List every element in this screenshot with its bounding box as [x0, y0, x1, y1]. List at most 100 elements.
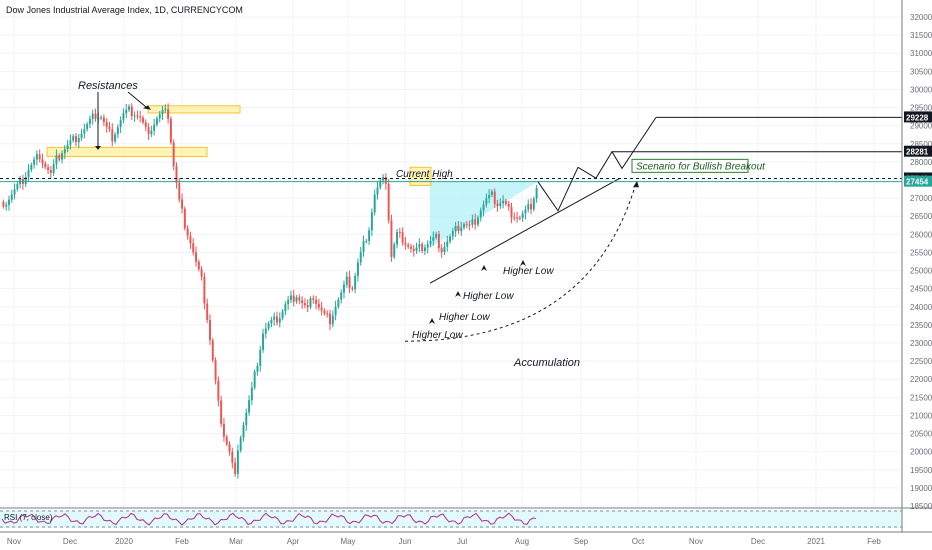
candle-body — [147, 127, 150, 135]
candle-body — [267, 323, 270, 329]
candle-body — [320, 307, 323, 311]
candle-body — [284, 304, 287, 312]
candle-body — [351, 288, 354, 290]
candle-body — [398, 231, 401, 233]
candle-body — [195, 252, 197, 262]
candle-body — [111, 128, 114, 142]
candle-body — [301, 300, 304, 304]
time-tick-label: Sep — [574, 537, 589, 546]
candle-body — [521, 213, 524, 219]
candle-body — [189, 235, 192, 244]
candle-body — [421, 244, 424, 251]
candle-body — [69, 140, 72, 145]
candle-body — [167, 109, 170, 119]
price-tick-label: 30000 — [910, 85, 932, 94]
price-tick-label: 21000 — [910, 411, 932, 420]
candle-body — [437, 233, 440, 249]
candle-body — [423, 247, 426, 251]
candle-body — [228, 444, 231, 452]
candle-body — [239, 437, 242, 451]
candle-body — [412, 248, 415, 251]
price-tick-label: 24000 — [910, 303, 932, 312]
candle-body — [435, 233, 438, 238]
candle-body — [13, 189, 16, 195]
label-higher-low: Higher Low — [412, 330, 463, 341]
candle-body — [209, 320, 211, 341]
candle-body — [245, 412, 248, 426]
candle-body — [8, 199, 10, 205]
time-tick-label: May — [340, 537, 355, 546]
candle-body — [169, 118, 172, 143]
candle-body — [407, 244, 410, 247]
price-tick-label: 28500 — [910, 140, 932, 149]
candle-body — [178, 182, 181, 200]
candle-body — [27, 169, 30, 177]
candle-body — [203, 276, 206, 304]
price-tag — [904, 111, 932, 123]
time-tick-label: 2020 — [115, 537, 133, 546]
price-tick-label: 23000 — [910, 339, 932, 348]
candle-body — [105, 122, 108, 127]
candle-body — [446, 241, 449, 247]
label-current-high: Current High — [396, 169, 453, 180]
candle-body — [463, 224, 465, 228]
time-tick-label: Aug — [515, 537, 529, 546]
candle-body — [133, 115, 136, 117]
candle-body — [518, 217, 521, 219]
candle-body — [172, 142, 175, 167]
accumulation-curve-arrow — [404, 182, 637, 342]
candle-body — [242, 425, 245, 438]
candle-body — [72, 136, 75, 141]
candle-body — [368, 230, 371, 241]
candle-body — [496, 203, 499, 206]
price-tick-label: 27000 — [910, 194, 932, 203]
candle-body — [150, 130, 153, 135]
candle-body — [384, 177, 387, 184]
candle-body — [292, 295, 295, 302]
candle-body — [10, 194, 13, 200]
candle-body — [102, 117, 105, 123]
time-axis[interactable]: Nov Dec 2020 Feb Mar Apr May Jun Jul Aug Sep Oct Nov… — [0, 531, 932, 546]
candle-body — [482, 204, 485, 211]
candle-body — [236, 450, 239, 474]
candle-body — [432, 237, 435, 241]
candle-body — [348, 276, 351, 289]
candle-body — [312, 298, 315, 300]
label-higher-low: Higher Low — [503, 266, 554, 277]
candle-body — [66, 144, 69, 150]
price-tick-label: 19500 — [910, 466, 932, 475]
candle-body — [513, 217, 516, 219]
candle-body — [340, 292, 343, 300]
scenario-box — [631, 158, 749, 173]
candle-body — [100, 117, 103, 119]
candle-body — [24, 176, 27, 184]
price-tag-label: 29228 — [906, 113, 929, 122]
candle-body — [80, 133, 83, 138]
price-tick-label: 25500 — [910, 248, 932, 257]
candle-body — [504, 200, 507, 204]
time-tick-label: Jun — [399, 537, 412, 546]
candle-body — [329, 313, 331, 325]
candle-body — [264, 328, 267, 334]
rising-trendline — [429, 177, 621, 284]
time-tick-label: Nov — [689, 537, 703, 546]
label-higher-low: Higher Low — [463, 291, 514, 302]
candle-body — [289, 295, 292, 300]
candle-body — [396, 231, 398, 245]
candle-body — [323, 310, 326, 314]
candle-body — [387, 183, 390, 221]
candle-body — [2, 201, 5, 207]
price-tick-label: 23500 — [910, 321, 932, 330]
candle-body — [477, 217, 479, 225]
price-axis[interactable]: 18500 19000 19500 20000 20500 21000 21500 22000… — [901, 0, 932, 532]
candle-body — [88, 118, 91, 125]
candle-body — [30, 164, 33, 170]
price-tick-label: 21500 — [910, 393, 932, 402]
candle-body — [186, 228, 189, 236]
candle-body — [136, 115, 139, 117]
candle-body — [365, 240, 368, 242]
candle-body — [401, 232, 404, 243]
candle-body — [379, 180, 382, 188]
candle-body — [270, 319, 273, 324]
